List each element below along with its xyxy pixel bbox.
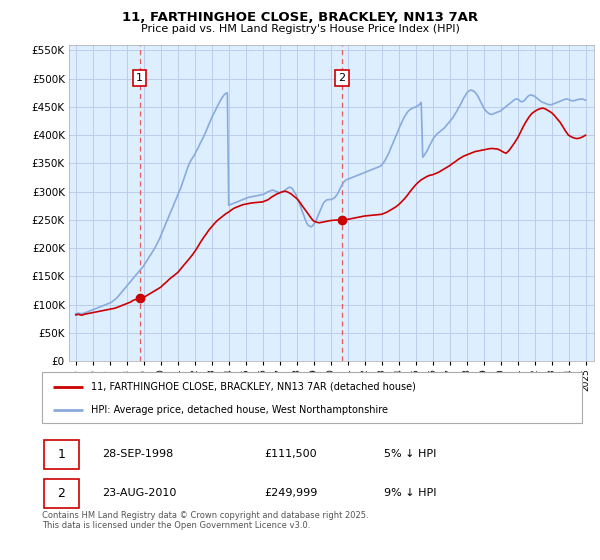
FancyBboxPatch shape bbox=[44, 479, 79, 508]
Text: 1: 1 bbox=[136, 73, 143, 83]
Text: Contains HM Land Registry data © Crown copyright and database right 2025.
This d: Contains HM Land Registry data © Crown c… bbox=[42, 511, 368, 530]
Text: 1: 1 bbox=[58, 447, 65, 461]
FancyBboxPatch shape bbox=[42, 372, 582, 423]
Text: HPI: Average price, detached house, West Northamptonshire: HPI: Average price, detached house, West… bbox=[91, 405, 388, 415]
Text: 23-AUG-2010: 23-AUG-2010 bbox=[102, 488, 176, 498]
Text: 5% ↓ HPI: 5% ↓ HPI bbox=[384, 449, 436, 459]
Text: 2: 2 bbox=[58, 487, 65, 500]
Text: £249,999: £249,999 bbox=[264, 488, 317, 498]
Text: 9% ↓ HPI: 9% ↓ HPI bbox=[384, 488, 437, 498]
Text: £111,500: £111,500 bbox=[264, 449, 317, 459]
FancyBboxPatch shape bbox=[44, 440, 79, 469]
Text: Price paid vs. HM Land Registry's House Price Index (HPI): Price paid vs. HM Land Registry's House … bbox=[140, 24, 460, 34]
Text: 11, FARTHINGHOE CLOSE, BRACKLEY, NN13 7AR: 11, FARTHINGHOE CLOSE, BRACKLEY, NN13 7A… bbox=[122, 11, 478, 24]
Text: 2: 2 bbox=[338, 73, 345, 83]
Text: 28-SEP-1998: 28-SEP-1998 bbox=[102, 449, 173, 459]
Text: 11, FARTHINGHOE CLOSE, BRACKLEY, NN13 7AR (detached house): 11, FARTHINGHOE CLOSE, BRACKLEY, NN13 7A… bbox=[91, 381, 415, 391]
